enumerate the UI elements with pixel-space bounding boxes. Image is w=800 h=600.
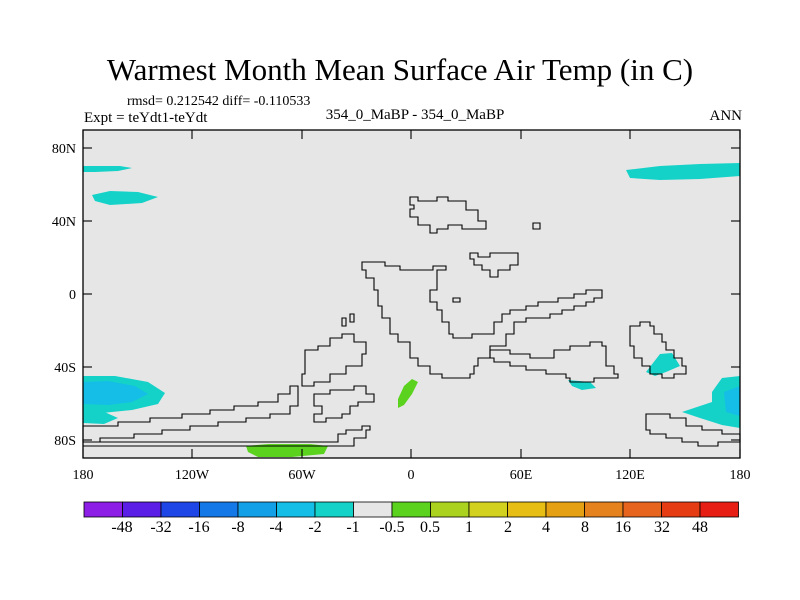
colorbar-labels: -48 -32 -16 -8 -4 -2 -1 -0.5 0.5 1 2 4 8…: [111, 519, 708, 536]
patch-cyan: [626, 163, 740, 180]
colorbar-label: 0.5: [420, 519, 440, 536]
patch-green: [398, 379, 418, 408]
colorbar-label: 4: [542, 519, 550, 536]
coastline: [83, 425, 371, 447]
colorbar-swatch: [353, 501, 393, 518]
subtitle-label: 354_0_MaBP - 354_0_MaBP: [325, 107, 505, 123]
lat-label: 80N: [52, 142, 76, 157]
patch-blue: [83, 381, 148, 405]
coastline: [452, 297, 461, 303]
colorbar: [83, 501, 739, 518]
lat-label: 40N: [52, 215, 76, 230]
lon-label: 60W: [288, 468, 316, 483]
colorbar-label: 8: [581, 519, 589, 536]
colorbar-swatch: [276, 501, 316, 518]
colorbar-swatch: [122, 501, 162, 518]
colorbar-label: 48: [692, 519, 708, 536]
lon-label: 120E: [615, 468, 645, 483]
lon-label: 0: [408, 468, 415, 483]
coastline: [409, 196, 487, 234]
patch-cyan: [83, 166, 132, 172]
patch-blue: [724, 386, 740, 416]
coastline: [469, 252, 519, 278]
colorbar-swatch: [83, 501, 123, 518]
colorbar-swatch: [199, 501, 239, 518]
coastlines: [82, 196, 741, 447]
colorbar-label: -4: [269, 519, 282, 536]
colorbar-swatch: [699, 501, 739, 518]
colorbar-swatch: [160, 501, 200, 518]
coastline: [629, 321, 687, 379]
colorbar-label: 32: [654, 519, 670, 536]
lat-label: 40S: [54, 361, 76, 376]
colorbar-label: -48: [111, 519, 132, 536]
patch-cyan: [682, 376, 740, 428]
patch-cyan: [83, 408, 118, 424]
colorbar-label: 2: [504, 519, 512, 536]
colorbar-swatch: [661, 501, 701, 518]
patch-green: [246, 444, 328, 457]
patch-cyan: [646, 353, 680, 376]
colorbar-swatch: [622, 501, 662, 518]
coastline: [82, 385, 299, 443]
colorbar-swatch: [507, 501, 547, 518]
lat-label: 0: [69, 288, 76, 303]
coastline: [301, 333, 367, 387]
lon-label: 180: [730, 468, 751, 483]
coastline: [645, 413, 741, 447]
coastline: [532, 222, 541, 230]
stats-line: rmsd= 0.212542 diff= -0.110533: [127, 94, 311, 109]
colorbar-swatch: [468, 501, 508, 518]
colorbar-swatch: [391, 501, 431, 518]
coastline: [489, 341, 619, 383]
lon-label: 120W: [175, 468, 210, 483]
plot-title: Warmest Month Mean Surface Air Temp (in …: [106, 52, 694, 87]
lon-label: 60E: [510, 468, 533, 483]
colorbar-label: -32: [150, 519, 171, 536]
colorbar-swatch: [314, 501, 354, 518]
colorbar-label: -8: [231, 519, 244, 536]
colorbar-swatch: [545, 501, 585, 518]
colorbar-swatch: [430, 501, 470, 518]
lat-label: 80S: [54, 434, 76, 449]
experiment-label: Expt = teYdt1-teYdt: [84, 110, 208, 126]
colorbar-label: 1: [465, 519, 473, 536]
colorbar-swatch: [237, 501, 277, 518]
colorbar-label: -0.5: [379, 519, 404, 536]
colorbar-swatch: [584, 501, 624, 518]
colorbar-label: -1: [346, 519, 359, 536]
colorbar-label: -16: [188, 519, 209, 536]
coastline: [313, 385, 375, 423]
colorbar-label: -2: [308, 519, 321, 536]
coastline: [361, 261, 603, 379]
anomaly-patches: [83, 163, 740, 457]
coastline: [341, 317, 347, 327]
lon-label: 180: [73, 468, 94, 483]
patch-cyan: [92, 191, 158, 205]
colorbar-label: 16: [615, 519, 631, 536]
axis-ticks: [82, 130, 741, 458]
latitude-labels: 80N 40N 0 40S 80S: [52, 142, 76, 449]
map-background: [83, 130, 740, 458]
longitude-labels: 180 120W 60W 0 60E 120E 180: [73, 468, 751, 483]
coastline: [349, 313, 355, 323]
season-label: ANN: [709, 108, 743, 124]
